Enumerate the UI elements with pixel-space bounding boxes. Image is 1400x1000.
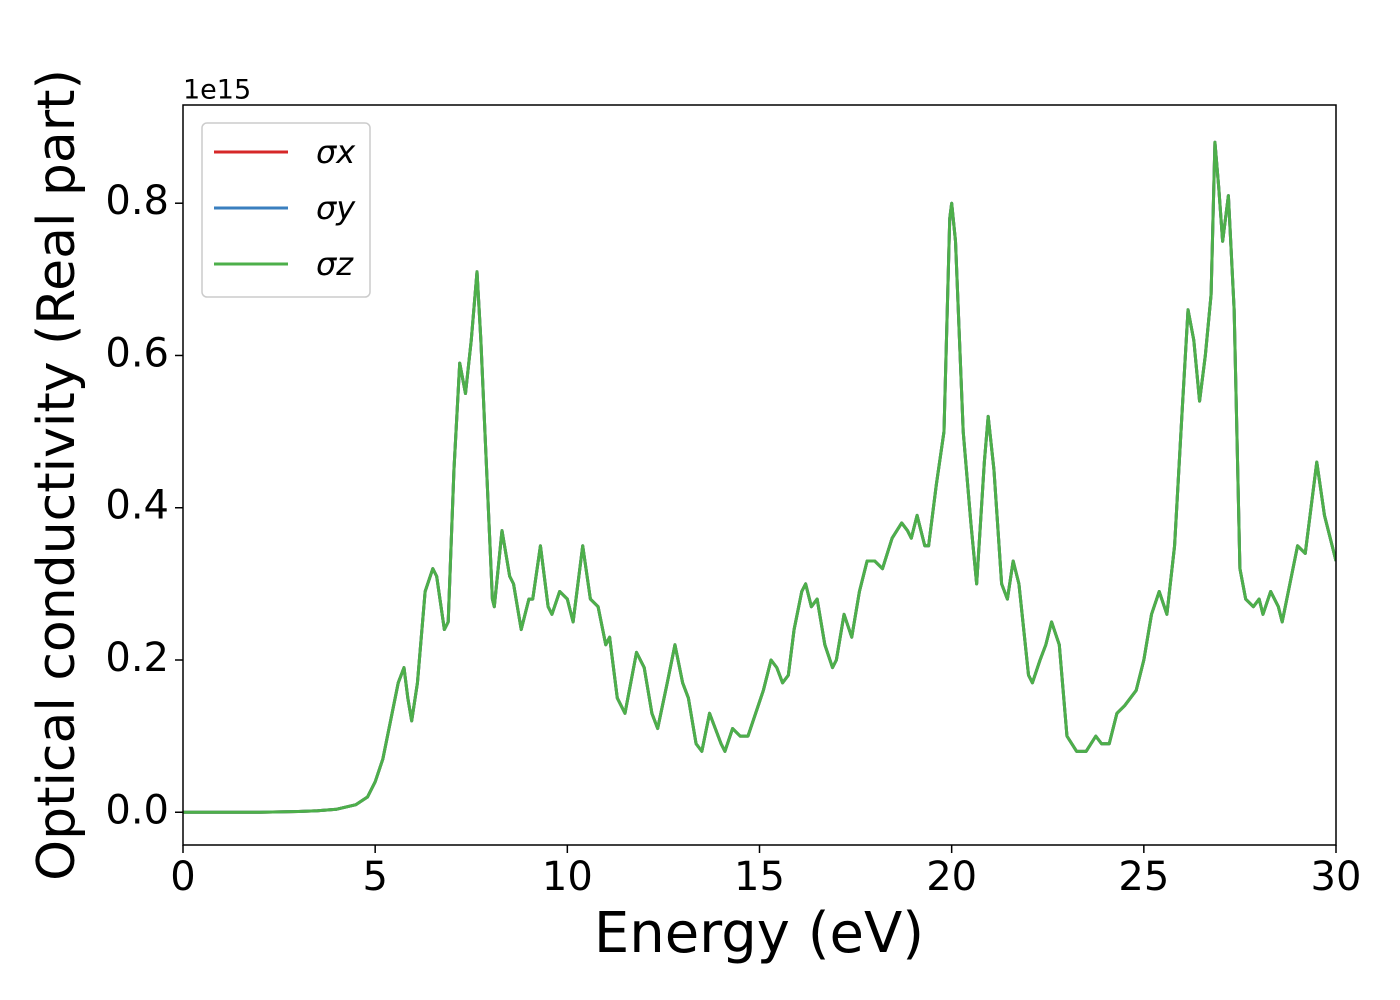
y-tick-label: 0.8 bbox=[105, 178, 169, 224]
x-tick-label: 5 bbox=[362, 854, 387, 900]
legend-label: σz bbox=[316, 245, 354, 283]
x-tick-label: 0 bbox=[170, 854, 195, 900]
x-axis-label: Energy (eV) bbox=[594, 901, 924, 966]
x-tick-label: 20 bbox=[926, 854, 977, 900]
series-line bbox=[183, 140, 1336, 814]
legend-label: σx bbox=[316, 133, 356, 171]
y-tick-label: 0.4 bbox=[105, 483, 169, 529]
x-tick-label: 10 bbox=[542, 854, 593, 900]
y-axis-label: Optical conductivity (Real part) bbox=[27, 69, 87, 881]
y-offset-label: 1e15 bbox=[183, 75, 251, 106]
y-tick-label: 0.0 bbox=[105, 787, 169, 833]
y-tick-label: 0.2 bbox=[105, 635, 169, 681]
x-tick-label: 25 bbox=[1118, 854, 1169, 900]
legend-box bbox=[201, 122, 371, 298]
plot-frame bbox=[182, 104, 1337, 846]
y-tick-label: 0.6 bbox=[105, 330, 169, 376]
x-tick-label: 15 bbox=[734, 854, 785, 900]
legend-label: σy bbox=[316, 189, 356, 227]
x-tick-label: 30 bbox=[1311, 854, 1362, 900]
